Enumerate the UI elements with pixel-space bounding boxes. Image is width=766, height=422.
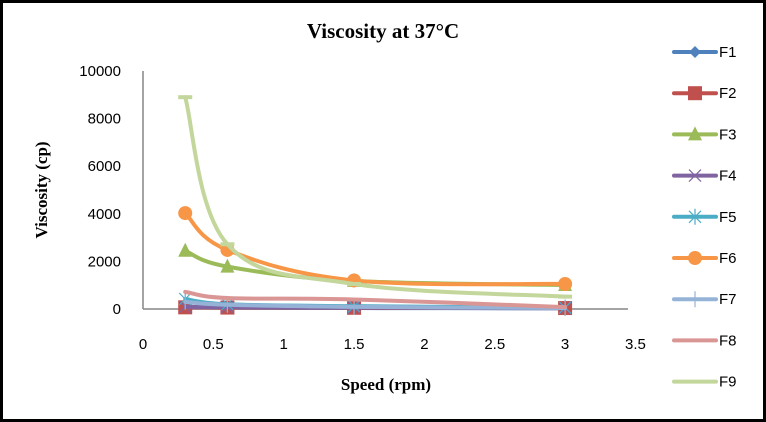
legend-item-f8: F8 (672, 332, 737, 349)
y-tick-label: 6000 (88, 158, 121, 175)
series-line-f6 (183, 211, 568, 287)
series-f6 (178, 206, 573, 292)
legend-label: F3 (719, 126, 737, 143)
x-tick-label: 3 (561, 336, 569, 353)
x-tick-label: 3.5 (625, 336, 646, 353)
legend-item-f5: F5 (672, 208, 737, 226)
legend-marker (688, 251, 702, 265)
x-axis-title: Speed (rpm) (341, 375, 431, 394)
y-tick-label: 10000 (79, 63, 121, 80)
legend-item-f4: F4 (672, 168, 737, 185)
x-tick-label: 0 (139, 336, 147, 353)
series-f8 (183, 289, 568, 310)
y-tick-label: 2000 (88, 253, 121, 270)
y-axis-title: Viscosity (cp) (32, 141, 51, 238)
legend-item-f2: F2 (672, 85, 737, 102)
series-line-f9 (183, 95, 568, 299)
x-tick-label: 2.5 (484, 336, 505, 353)
series-f9 (178, 95, 573, 299)
y-tick-label: 0 (113, 301, 121, 318)
legend-item-f9: F9 (672, 374, 737, 391)
legend-item-f3: F3 (672, 126, 737, 143)
legend-label: F4 (719, 168, 737, 185)
y-tick-label: 8000 (88, 111, 121, 128)
legend-marker (688, 86, 702, 101)
series-line-f8 (183, 289, 568, 310)
legend-label: F5 (719, 209, 737, 226)
legend-label: F6 (719, 250, 737, 267)
x-tick-label: 1 (280, 336, 288, 353)
series-line-f7 (183, 299, 568, 311)
legend-marker (688, 126, 702, 141)
data-point-f3 (220, 258, 235, 273)
legend-item-f1: F1 (672, 44, 737, 61)
y-tick-label: 4000 (88, 206, 121, 223)
legend-label: F2 (719, 85, 737, 102)
legend-marker (688, 169, 702, 183)
data-point-f6 (558, 277, 573, 292)
chart-title: Viscosity at 37°C (307, 19, 459, 43)
legend-item-f7: F7 (672, 291, 737, 308)
legend-marker (688, 208, 702, 225)
x-tick-label: 2 (420, 336, 428, 353)
data-point-f6 (178, 206, 193, 221)
data-point-f3 (178, 242, 193, 257)
legend-label: F8 (719, 332, 737, 349)
legend-item-f6: F6 (672, 250, 737, 267)
legend-label: F1 (719, 44, 737, 61)
legend-label: F7 (719, 291, 737, 308)
legend-label: F9 (719, 374, 737, 391)
legend-marker (689, 46, 701, 58)
x-tick-label: 1.5 (344, 336, 365, 353)
x-tick-label: 0.5 (203, 336, 224, 353)
